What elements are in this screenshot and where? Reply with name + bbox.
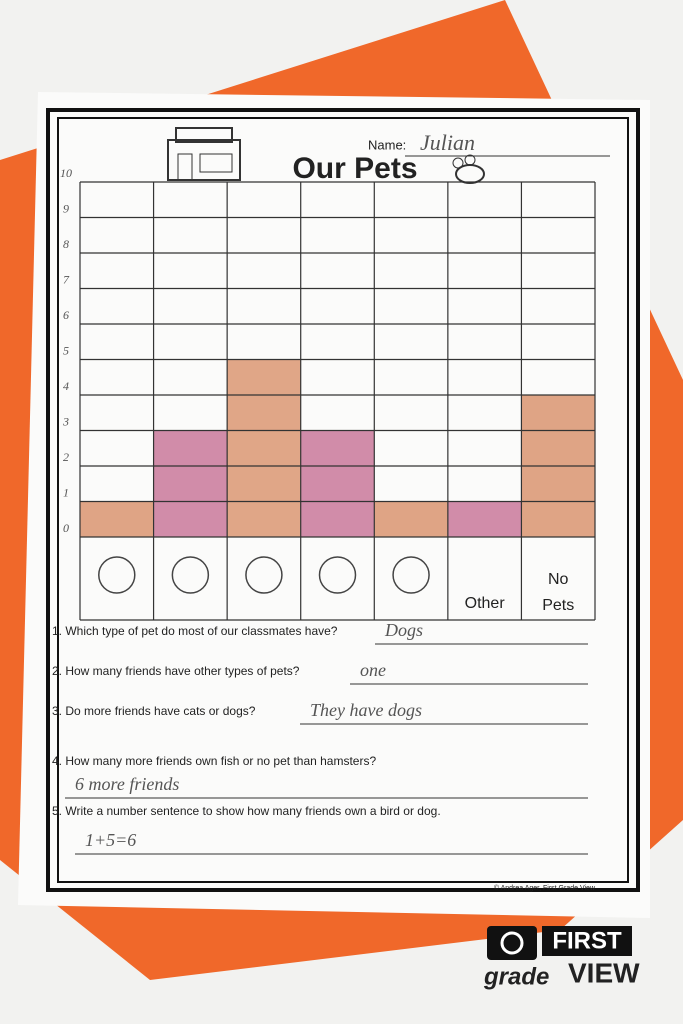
x-tick-label: No Pets: [542, 571, 574, 614]
bar: [153, 430, 228, 537]
logo: FIRST grade VIEW: [483, 926, 640, 990]
y-tick-label: 7: [63, 272, 70, 286]
pet-icon: [245, 556, 283, 594]
chart-title: Our Pets: [292, 152, 417, 185]
bar: [80, 501, 154, 537]
y-tick-label: 4: [63, 379, 69, 393]
question: 3. Do more friends have cats or dogs?: [52, 704, 256, 718]
question: 5. Write a number sentence to show how m…: [52, 804, 441, 818]
shop-icon: [167, 127, 241, 181]
y-tick-label: 0: [63, 521, 69, 535]
name-label: Name:: [368, 137, 406, 152]
y-tick-label: 6: [63, 308, 69, 322]
question: 2. How many friends have other types of …: [52, 664, 300, 678]
answer: Dogs: [384, 620, 423, 640]
answer: 6 more friends: [75, 774, 179, 794]
y-tick-label: 8: [63, 237, 69, 251]
pet-icon: [318, 556, 357, 594]
bar: [447, 501, 522, 537]
pet-icon: [171, 556, 210, 594]
pet-icon: [392, 556, 430, 594]
question: 4. How many more friends own fish or no …: [52, 754, 376, 768]
copyright: © Andrea Ager, First Grade View: [494, 884, 596, 892]
label-line: Pets: [542, 597, 574, 614]
student-name: Julian: [420, 130, 475, 155]
outer-border: [46, 108, 640, 892]
answer: They have dogs: [310, 700, 422, 720]
logo-top: FIRST: [552, 927, 622, 954]
pet-icon: [98, 556, 136, 594]
bar: [374, 501, 448, 537]
mouse-icon: [452, 154, 485, 184]
y-tick-label: 1: [63, 485, 69, 499]
y-tick-label: 5: [63, 343, 69, 357]
label-line: No: [548, 571, 569, 588]
y-tick-label: 9: [63, 201, 69, 215]
logo-view: VIEW: [568, 957, 640, 988]
logo-grade: grade: [483, 963, 549, 990]
y-tick-label: 10: [60, 166, 72, 180]
bar: [227, 359, 301, 537]
inner-border: [57, 117, 629, 883]
y-tick-label: 2: [63, 450, 69, 464]
answer: one: [360, 660, 386, 680]
question: 1. Which type of pet do most of our clas…: [52, 624, 338, 638]
x-tick-label: Other: [465, 595, 506, 612]
answer: 1+5=6: [85, 830, 136, 850]
y-tick-label: 3: [62, 414, 69, 428]
bar: [300, 430, 375, 537]
